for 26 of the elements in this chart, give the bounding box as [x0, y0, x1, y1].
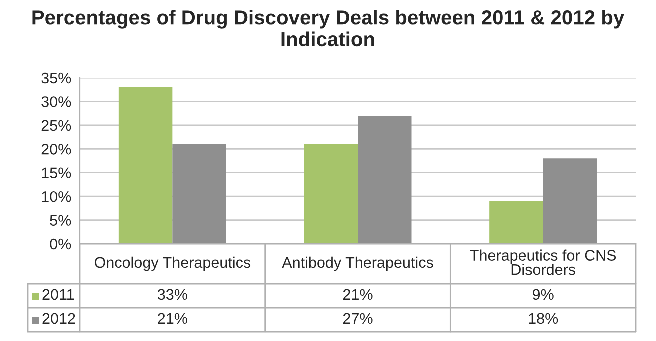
bar	[490, 201, 544, 244]
y-tick-label: 5%	[50, 215, 72, 226]
data-label: 21%	[158, 313, 188, 324]
x-tick-label: Therapeutics for CNS Disorders	[470, 250, 616, 276]
bar	[172, 144, 226, 244]
data-label: 33%	[158, 289, 188, 300]
y-tick-label: 10%	[42, 191, 72, 202]
data-label: 27%	[343, 313, 373, 324]
y-tick-label: 0%	[50, 238, 72, 250]
data-label: 18%	[529, 313, 558, 324]
data-label: 21%	[343, 289, 373, 300]
y-tick-label: 30%	[42, 96, 72, 108]
bar	[304, 144, 358, 244]
y-tick-label: 15%	[42, 168, 72, 179]
legend-label: 2012	[42, 313, 76, 324]
bar	[358, 116, 412, 244]
y-tick-label: 25%	[42, 120, 72, 132]
y-tick-label: 35%	[42, 72, 72, 84]
legend-label: 2011	[42, 289, 74, 300]
data-label: 9%	[533, 289, 554, 300]
chart-title: Percentages of Drug Discovery Deals between 2011 & 2012 by Indication	[32, 10, 625, 47]
y-tick-label: 20%	[42, 144, 72, 155]
bar	[118, 87, 173, 244]
bar	[543, 158, 598, 244]
x-tick-label: Oncology Therapeutics	[94, 256, 251, 272]
x-tick-label: Antibody Therapeutics	[282, 256, 434, 272]
